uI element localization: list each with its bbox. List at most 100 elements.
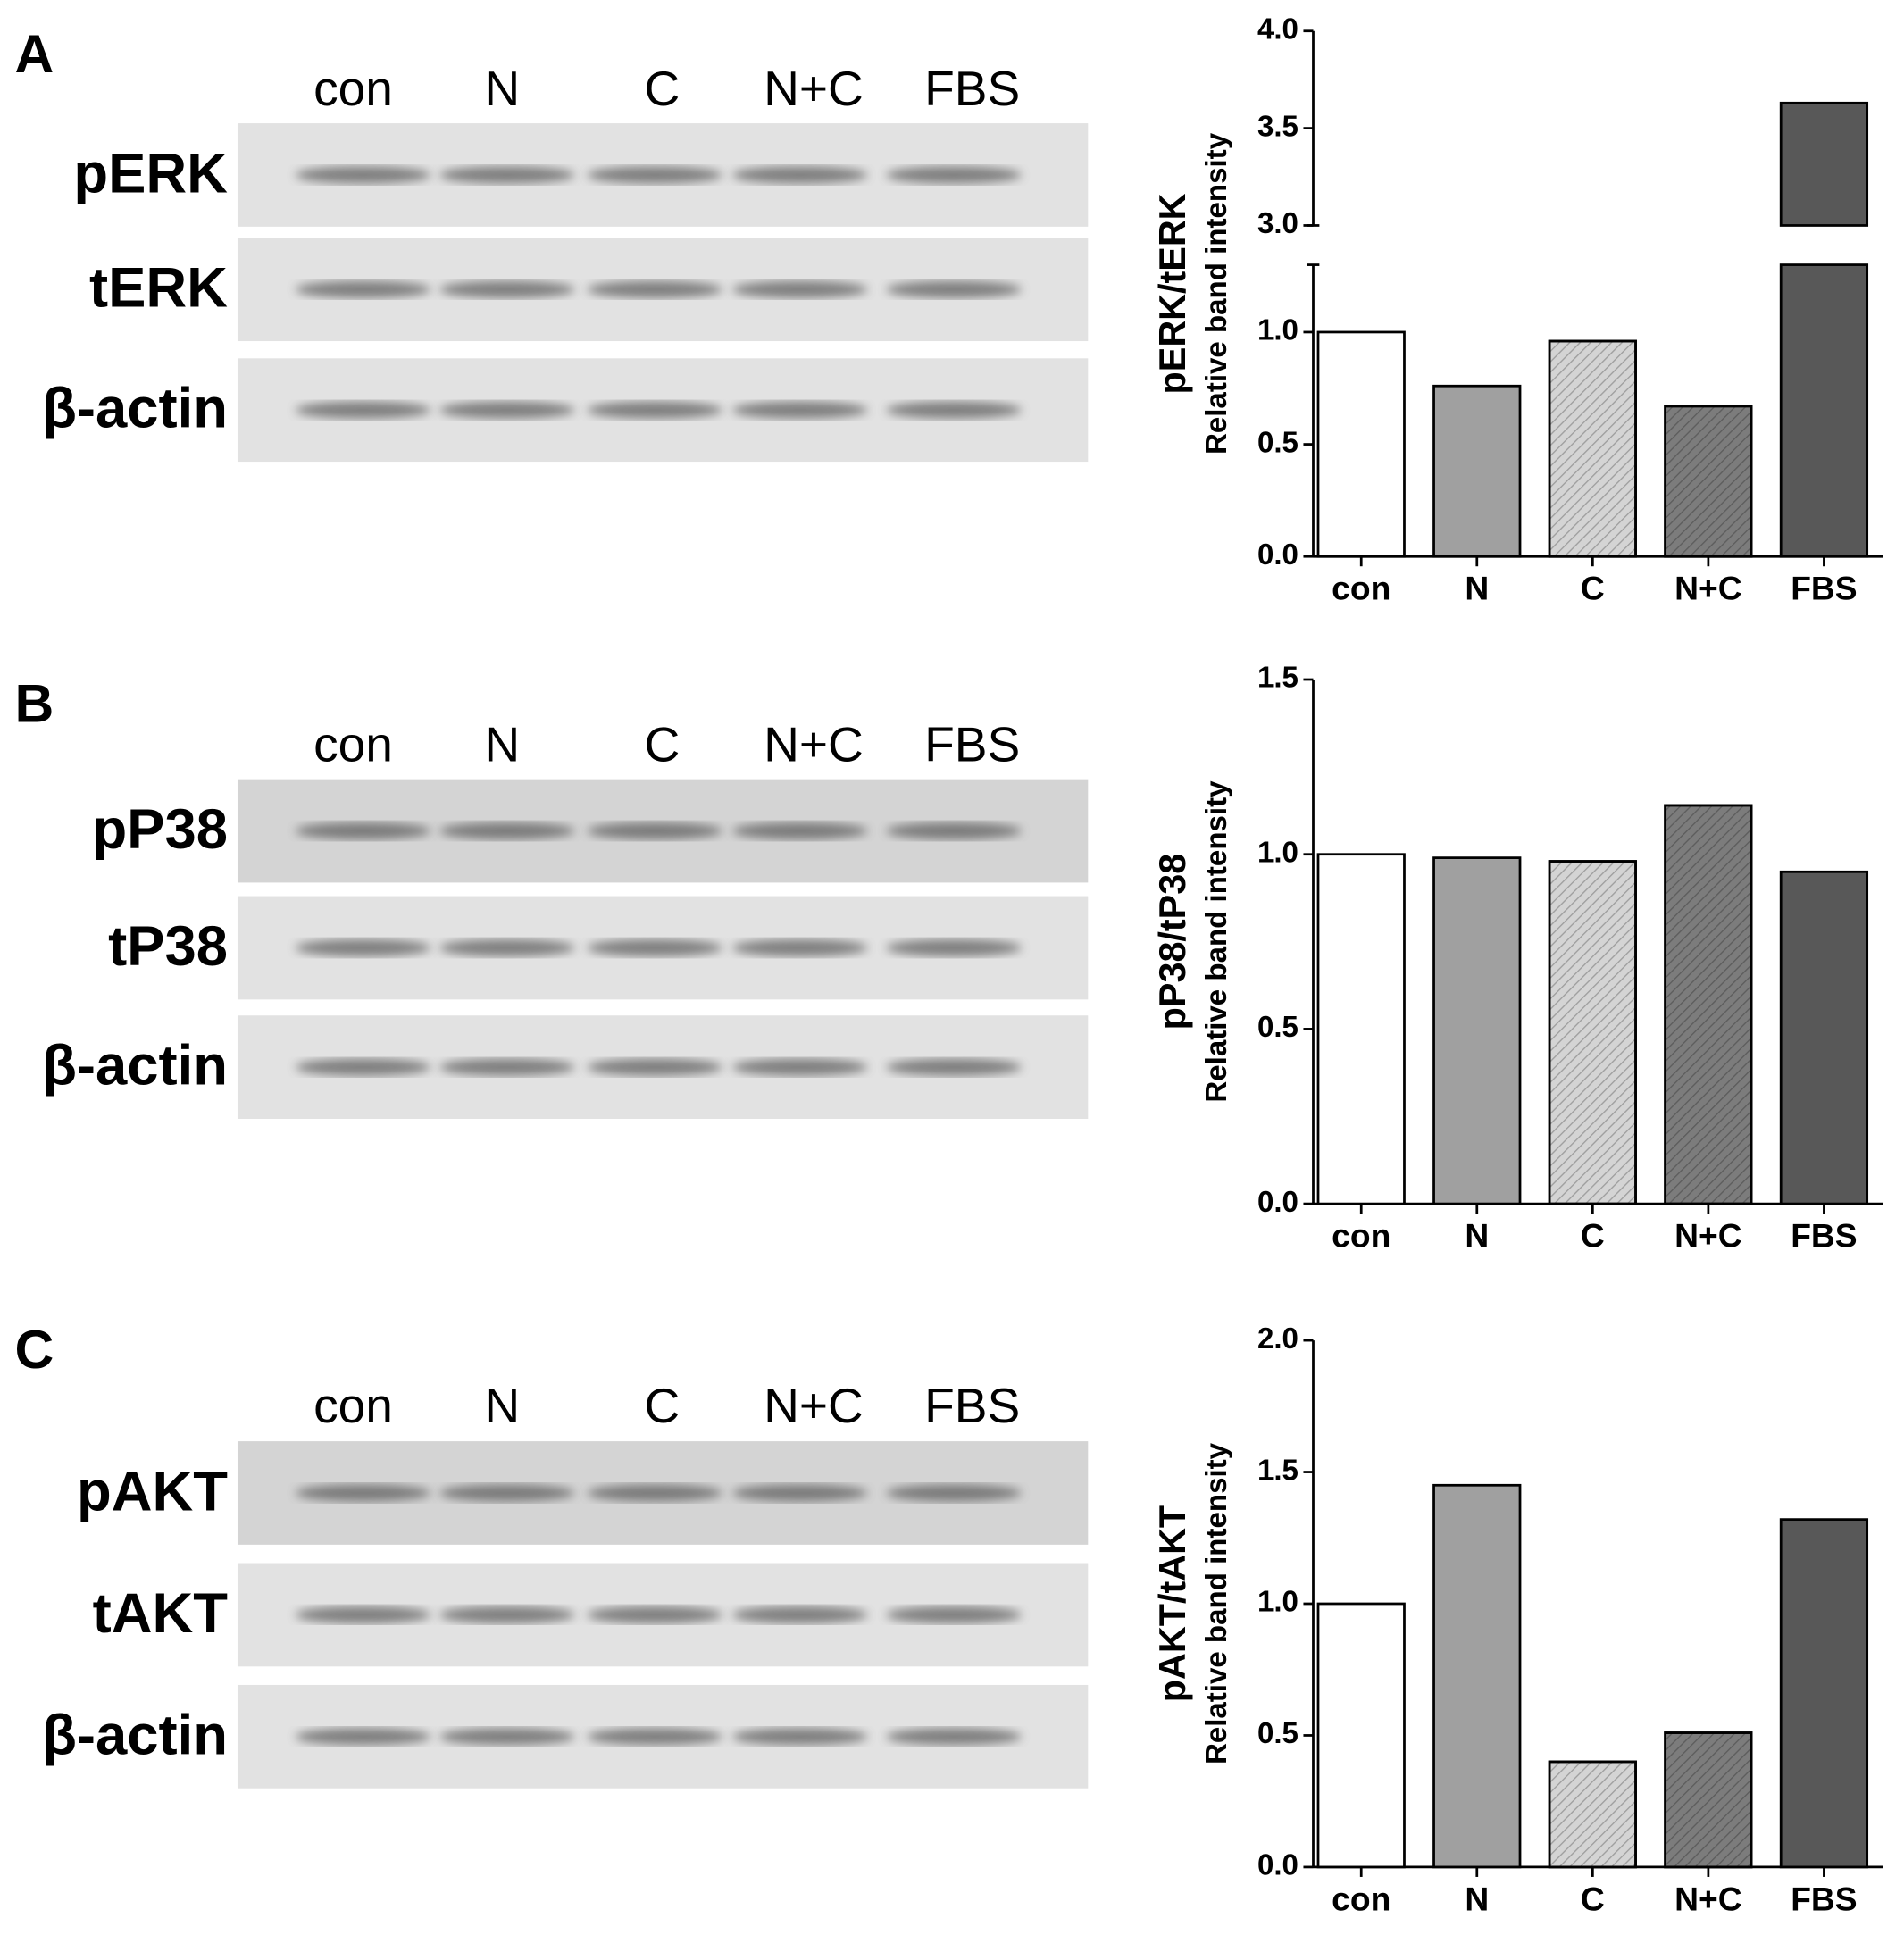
lane-label: con bbox=[313, 61, 393, 116]
blot-row-label: tERK bbox=[89, 257, 228, 320]
bar bbox=[1779, 101, 1869, 227]
x-tick-label: FBS bbox=[1791, 570, 1857, 607]
blot-band bbox=[732, 1728, 868, 1746]
y-axis-subtitle: Relative band intensity bbox=[1200, 1442, 1233, 1764]
lane-label: N bbox=[484, 717, 520, 772]
lane-label: FBS bbox=[924, 1378, 1020, 1433]
y-tick-label: 1.0 bbox=[1257, 314, 1299, 347]
x-tick-label: N bbox=[1465, 570, 1489, 607]
blot-row-label: pP38 bbox=[92, 798, 227, 861]
blot-band bbox=[439, 822, 575, 840]
y-tick-label: 1.0 bbox=[1257, 836, 1299, 869]
y-tick-label: 0.5 bbox=[1257, 1011, 1299, 1044]
blot-band bbox=[732, 166, 868, 184]
blot-band bbox=[439, 1606, 575, 1624]
blot-band bbox=[732, 822, 868, 840]
panel-letter: C bbox=[15, 1319, 54, 1380]
x-tick-label: N+C bbox=[1674, 1880, 1741, 1917]
blot-band bbox=[732, 938, 868, 957]
blot-row-label: tAKT bbox=[93, 1582, 229, 1645]
blot-band bbox=[886, 1728, 1022, 1746]
blot-band bbox=[732, 1058, 868, 1076]
y-tick-label: 3.5 bbox=[1257, 110, 1299, 143]
y-axis-subtitle: Relative band intensity bbox=[1200, 780, 1233, 1103]
y-axis-subtitle: Relative band intensity bbox=[1200, 132, 1233, 455]
y-tick-label: 3.0 bbox=[1257, 207, 1299, 240]
panel-letter: A bbox=[15, 23, 54, 84]
blot-band bbox=[439, 401, 575, 419]
blot-row-label: pAKT bbox=[77, 1460, 228, 1522]
blot-band bbox=[886, 401, 1022, 419]
x-tick-label: con bbox=[1332, 1217, 1390, 1255]
bar bbox=[1779, 1518, 1869, 1869]
lane-label: N bbox=[484, 1378, 520, 1433]
x-tick-label: N+C bbox=[1674, 1217, 1741, 1255]
blot-band bbox=[295, 1058, 431, 1076]
blot-band bbox=[587, 166, 722, 184]
y-axis-title: pERK/tERK bbox=[1152, 193, 1193, 394]
bar bbox=[1316, 330, 1406, 558]
x-tick-label: C bbox=[1581, 1880, 1605, 1917]
blot-band bbox=[886, 1058, 1022, 1076]
lane-label: con bbox=[313, 717, 393, 772]
y-tick-label: 0.0 bbox=[1257, 1849, 1299, 1882]
x-tick-label: C bbox=[1581, 570, 1605, 607]
x-tick-label: con bbox=[1332, 1880, 1390, 1917]
bar bbox=[1432, 1483, 1522, 1869]
panel-letter: B bbox=[15, 673, 54, 734]
y-axis-title: pP38/tP38 bbox=[1152, 854, 1193, 1030]
blot-band bbox=[886, 938, 1022, 957]
blot-band bbox=[587, 280, 722, 298]
bar-hatch bbox=[1548, 860, 1637, 1205]
x-tick-label: C bbox=[1581, 1217, 1605, 1255]
x-tick-label: FBS bbox=[1791, 1880, 1857, 1917]
x-tick-label: N+C bbox=[1674, 570, 1741, 607]
x-tick-label: N bbox=[1465, 1880, 1489, 1917]
bar bbox=[1432, 384, 1522, 558]
blot-band bbox=[587, 1606, 722, 1624]
lane-label: N bbox=[484, 61, 520, 116]
bar-hatch bbox=[1548, 339, 1637, 558]
lane-label: C bbox=[645, 717, 681, 772]
blot-band bbox=[295, 280, 431, 298]
blot-band bbox=[732, 401, 868, 419]
x-tick-label: con bbox=[1332, 570, 1390, 607]
blot-band bbox=[439, 1058, 575, 1076]
blot-band bbox=[587, 822, 722, 840]
lane-label: FBS bbox=[924, 717, 1020, 772]
blot-band bbox=[295, 1484, 431, 1502]
blot-band bbox=[886, 1484, 1022, 1502]
y-tick-label: 0.0 bbox=[1257, 1186, 1299, 1219]
blot-band bbox=[295, 401, 431, 419]
bar bbox=[1779, 870, 1869, 1205]
y-axis-title: pAKT/tAKT bbox=[1152, 1505, 1193, 1702]
bar-hatch bbox=[1664, 405, 1753, 558]
lane-label: N+C bbox=[764, 717, 864, 772]
bar bbox=[1432, 856, 1522, 1205]
blot-band bbox=[886, 280, 1022, 298]
blot-row-label: β-actin bbox=[42, 378, 228, 440]
bar-hatch bbox=[1664, 804, 1753, 1205]
y-tick-label: 2.0 bbox=[1257, 1322, 1299, 1355]
blot-row-label: β-actin bbox=[42, 1704, 228, 1766]
y-tick-label: 1.5 bbox=[1257, 1454, 1299, 1487]
lane-label: con bbox=[313, 1378, 393, 1433]
blot-band bbox=[886, 166, 1022, 184]
blot-row-label: pERK bbox=[73, 142, 228, 204]
blot-band bbox=[732, 280, 868, 298]
blot-band bbox=[439, 280, 575, 298]
y-tick-label: 1.5 bbox=[1257, 662, 1299, 695]
y-tick-label: 0.5 bbox=[1257, 426, 1299, 459]
y-tick-label: 1.0 bbox=[1257, 1586, 1299, 1619]
blot-band bbox=[439, 938, 575, 957]
blot-row-label: tP38 bbox=[108, 915, 228, 978]
blot-band bbox=[587, 1728, 722, 1746]
bar-hatch bbox=[1548, 1760, 1637, 1869]
blot-band bbox=[439, 1484, 575, 1502]
blot-band bbox=[886, 1606, 1022, 1624]
blot-band bbox=[587, 401, 722, 419]
blot-band bbox=[587, 1058, 722, 1076]
y-tick-label: 0.0 bbox=[1257, 538, 1299, 571]
